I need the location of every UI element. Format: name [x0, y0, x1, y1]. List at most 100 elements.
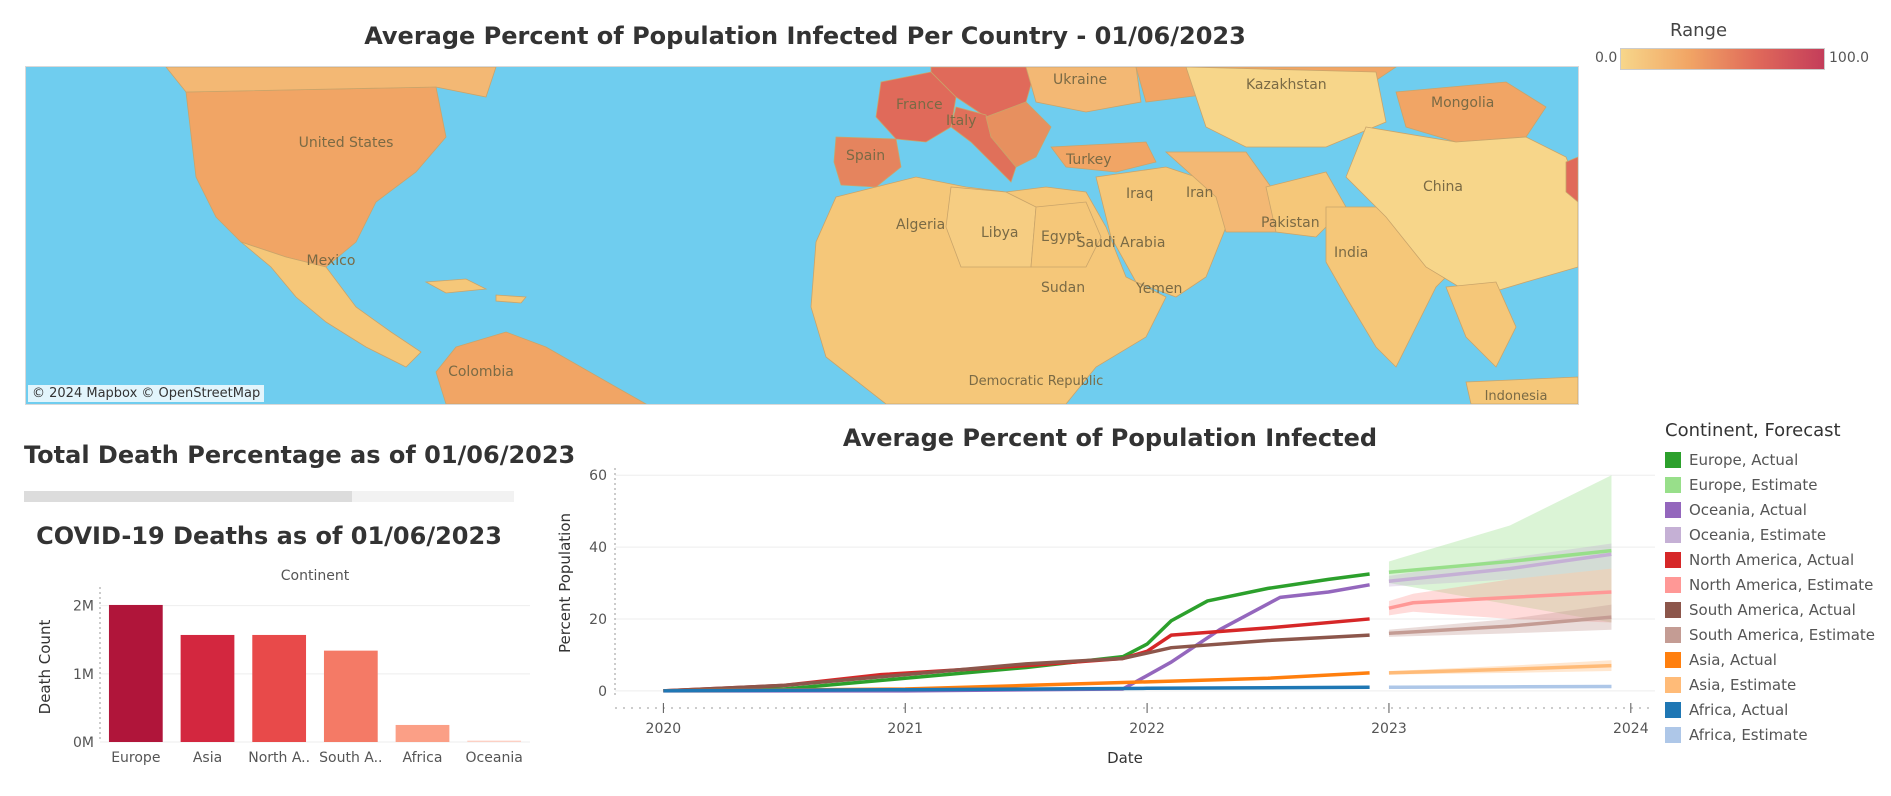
- deaths-bar-chart[interactable]: Continent 0M 1M 2M Death Count Europe Asia Nort…: [20, 562, 540, 777]
- continent-forecast-legend: Continent, Forecast Europe, Actual Europe…: [1665, 420, 1891, 747]
- x-tick-label: South A..: [319, 750, 382, 766]
- x-tick-label: 2023: [1371, 721, 1407, 737]
- legend-swatch: [1665, 601, 1681, 618]
- series-line-north-america-estimate[interactable]: [1388, 590, 1612, 610]
- forecast-band: [1388, 475, 1612, 623]
- map-label-pakistan: Pakistan: [1261, 215, 1320, 231]
- x-tick-label: 2024: [1613, 721, 1649, 737]
- map-label-saudi-arabia: Saudi Arabia: [1077, 235, 1166, 251]
- legend-label: South America, Estimate: [1689, 625, 1876, 644]
- legend-swatch: [1665, 626, 1681, 643]
- range-legend-max: 100.0: [1829, 50, 1870, 66]
- map-region-turkey[interactable]: [1050, 141, 1157, 173]
- map-region-south-america[interactable]: [435, 331, 647, 404]
- map-label-mongolia: Mongolia: [1431, 95, 1494, 111]
- series-line-europe-estimate[interactable]: [1388, 548, 1612, 574]
- bar-oceania[interactable]: [467, 740, 522, 742]
- map-region-balkans[interactable]: [985, 101, 1052, 168]
- series-line-oceania-estimate[interactable]: [1388, 552, 1612, 583]
- map-attribution[interactable]: © 2024 Mapbox © OpenStreetMap: [28, 385, 265, 402]
- range-color-gradient: [1620, 48, 1825, 70]
- map-region-usa[interactable]: [185, 86, 447, 268]
- x-tick-label: Asia: [193, 750, 222, 766]
- range-legend-min: 0.0: [1595, 50, 1618, 66]
- legend-label: South America, Actual: [1689, 600, 1856, 619]
- legend-item[interactable]: North America, Estimate: [1665, 572, 1891, 597]
- map-label-sudan: Sudan: [1041, 280, 1085, 296]
- bar-northa[interactable]: [252, 634, 307, 742]
- map-region-egypt[interactable]: [1030, 201, 1102, 268]
- range-legend-title: Range: [1670, 20, 1728, 41]
- legend-item[interactable]: Oceania, Estimate: [1665, 522, 1891, 547]
- map-label-indonesia: Indonesia: [1485, 389, 1548, 404]
- legend-item[interactable]: Europe, Actual: [1665, 447, 1891, 472]
- y-tick-label: 0M: [73, 735, 94, 751]
- y-tick-label: 0: [598, 684, 607, 700]
- map-region-middle-east[interactable]: [1095, 166, 1227, 298]
- map-label-ukraine: Ukraine: [1053, 72, 1107, 88]
- map-country-labels: United States Mexico Colombia France Spa…: [299, 72, 1548, 404]
- map-label-france: France: [896, 97, 943, 113]
- infection-line-chart[interactable]: 0 20 40 60 2020 2021 2022 2023 2024 Percent Popul…: [555, 458, 1665, 768]
- map-label-india: India: [1334, 245, 1368, 261]
- legend-label: Oceania, Estimate: [1689, 525, 1827, 544]
- column-header: Continent: [281, 568, 350, 584]
- series-line-africa-estimate[interactable]: [1388, 684, 1612, 689]
- legend-item[interactable]: Africa, Actual: [1665, 697, 1891, 722]
- legend-swatch: [1665, 501, 1681, 518]
- death-percentage-fill: [24, 491, 353, 502]
- choropleth-map[interactable]: United States Mexico Colombia France Spa…: [25, 66, 1579, 405]
- map-region-ukraine[interactable]: [1025, 67, 1142, 113]
- series-line-asia-estimate[interactable]: [1388, 663, 1612, 675]
- legend-item[interactable]: South America, Estimate: [1665, 622, 1891, 647]
- map-region-southeast-asia[interactable]: [1445, 281, 1578, 404]
- map-title: Average Percent of Population Infected P…: [364, 22, 1246, 50]
- legend-item[interactable]: North America, Actual: [1665, 547, 1891, 572]
- series-line-oceania-actual[interactable]: [663, 583, 1370, 693]
- y-tick-label: 20: [589, 612, 607, 628]
- series-line-south-america-estimate[interactable]: [1388, 615, 1612, 636]
- forecast-band: [1388, 568, 1612, 623]
- map-region-china[interactable]: [1345, 126, 1578, 298]
- y-axis-title: Percent Population: [556, 513, 574, 653]
- y-axis-title: Death Count: [36, 620, 54, 715]
- map-region-mongolia[interactable]: [1395, 81, 1547, 143]
- x-tick-label: 2021: [887, 721, 923, 737]
- legend-item[interactable]: Asia, Estimate: [1665, 672, 1891, 697]
- legend-item[interactable]: Oceania, Actual: [1665, 497, 1891, 522]
- legend-label: Oceania, Actual: [1689, 500, 1807, 519]
- y-tick-label: 40: [589, 540, 607, 556]
- legend-item[interactable]: Africa, Estimate: [1665, 722, 1891, 747]
- map-canvas[interactable]: United States Mexico Colombia France Spa…: [26, 67, 1578, 404]
- legend-swatch: [1665, 551, 1681, 568]
- series-line-south-america-actual[interactable]: [663, 633, 1370, 693]
- map-region-caribbean[interactable]: [424, 278, 527, 304]
- series-line-europe-actual[interactable]: [663, 572, 1370, 693]
- map-label-united-states: United States: [299, 135, 394, 151]
- map-label-yemen: Yemen: [1135, 281, 1182, 297]
- bar-europe[interactable]: [108, 604, 163, 742]
- bar-asia[interactable]: [180, 634, 235, 742]
- legend-label: Africa, Estimate: [1689, 725, 1808, 744]
- x-axis-title: Date: [1107, 749, 1143, 767]
- x-tick-label: Oceania: [466, 750, 523, 766]
- legend-label: Europe, Estimate: [1689, 475, 1818, 494]
- bar-southa[interactable]: [323, 650, 378, 742]
- legend-item[interactable]: Europe, Estimate: [1665, 472, 1891, 497]
- x-tick-label: 2020: [646, 721, 682, 737]
- x-tick-label: North A..: [248, 750, 310, 766]
- legend-item[interactable]: South America, Actual: [1665, 597, 1891, 622]
- series-line-africa-actual[interactable]: [663, 685, 1370, 693]
- map-region-mexico[interactable]: [240, 241, 422, 368]
- legend-swatch: [1665, 676, 1681, 693]
- map-region-kazakhstan[interactable]: [1185, 67, 1387, 148]
- y-tick-label: 2M: [73, 599, 94, 615]
- bar-africa[interactable]: [395, 724, 450, 742]
- map-region-canada[interactable]: [165, 67, 497, 98]
- legend-item[interactable]: Asia, Actual: [1665, 647, 1891, 672]
- map-region-japan-korea[interactable]: [1565, 156, 1578, 203]
- map-label-algeria: Algeria: [896, 217, 945, 233]
- legend-swatch: [1665, 651, 1681, 668]
- map-label-iran: Iran: [1186, 185, 1213, 201]
- y-tick-label: 1M: [73, 667, 94, 683]
